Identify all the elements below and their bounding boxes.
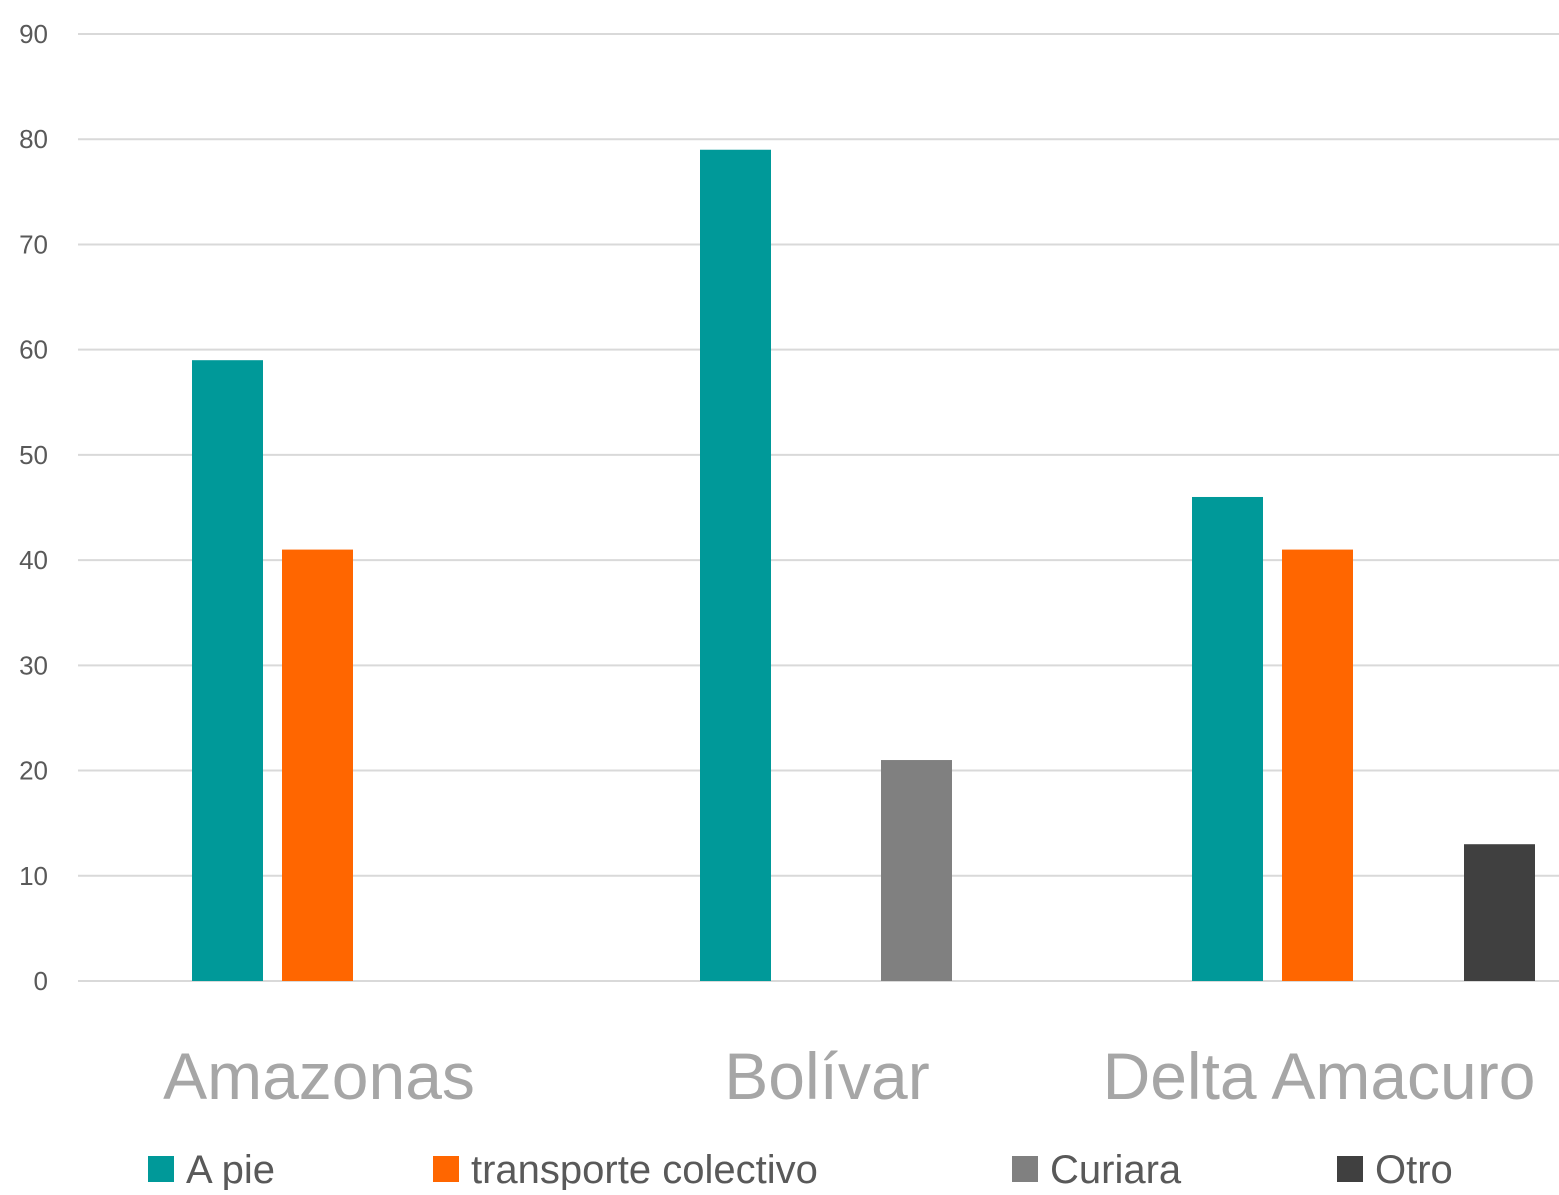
legend-swatch xyxy=(1337,1156,1363,1182)
bar-a-pie-amazonas xyxy=(192,360,263,981)
legend-label: transporte colectivo xyxy=(471,1148,818,1190)
x-category-label: Delta Amacuro xyxy=(1103,1039,1536,1113)
bar-a-pie-bol-var xyxy=(700,149,771,981)
y-tick-label: 20 xyxy=(19,756,48,786)
legend-item-transporte-colectivo: transporte colectivo xyxy=(433,1148,818,1192)
legend-label: Curiara xyxy=(1050,1148,1182,1190)
bar-otro-delta-amacuro xyxy=(1464,844,1535,981)
y-tick-label: 60 xyxy=(19,335,48,365)
x-category-label: Amazonas xyxy=(163,1039,475,1113)
y-tick-label: 50 xyxy=(19,440,48,470)
y-axis-tick-labels: 0 10 20 30 40 50 60 70 80 90 xyxy=(19,19,48,996)
legend-item-curiara: Curiara xyxy=(1012,1148,1182,1192)
legend-label: A pie xyxy=(186,1148,275,1190)
bar-a-pie-delta-amacuro xyxy=(1192,496,1263,981)
legend-swatch xyxy=(148,1156,174,1182)
x-axis-category-labels: Amazonas Bolívar Delta Amacuro xyxy=(163,1039,1535,1113)
y-tick-label: 90 xyxy=(19,19,48,49)
bar-transporte-colectivo-delta-amacuro xyxy=(1282,549,1353,981)
y-tick-label: 70 xyxy=(19,229,48,259)
legend-item-a-pie: A pie xyxy=(148,1148,275,1192)
y-tick-label: 30 xyxy=(19,650,48,680)
bars xyxy=(192,149,1535,981)
bar-curiara-bol-var xyxy=(881,760,952,981)
legend-label: Otro xyxy=(1375,1148,1453,1190)
bar-transporte-colectivo-amazonas xyxy=(282,549,353,981)
y-tick-label: 40 xyxy=(19,545,48,575)
y-tick-label: 10 xyxy=(19,861,48,891)
legend-swatch xyxy=(433,1156,459,1182)
y-tick-label: 0 xyxy=(34,966,48,996)
legend-item-otro: Otro xyxy=(1337,1148,1453,1192)
legend-swatch xyxy=(1012,1156,1038,1182)
y-tick-label: 80 xyxy=(19,124,48,154)
x-category-label: Bolívar xyxy=(724,1039,929,1113)
legend: A pie transporte colectivo Curiara Otro xyxy=(148,1148,1453,1192)
